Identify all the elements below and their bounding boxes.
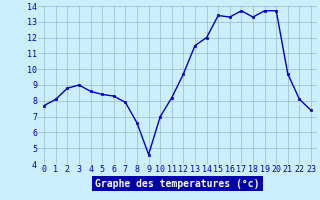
X-axis label: Graphe des temperatures (°c): Graphe des temperatures (°c) [95,179,260,189]
